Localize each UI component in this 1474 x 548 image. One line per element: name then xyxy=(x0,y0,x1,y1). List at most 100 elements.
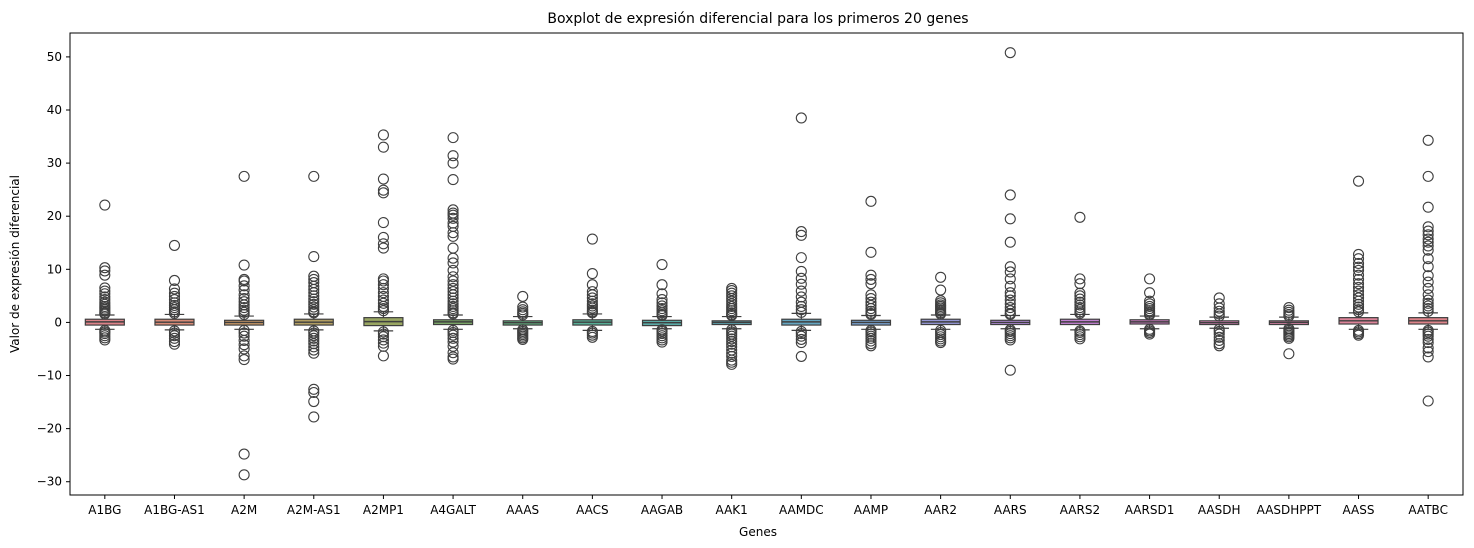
outlier-point xyxy=(795,306,807,318)
outlier-point xyxy=(1422,337,1434,349)
outlier-point xyxy=(1422,276,1434,288)
outlier-point xyxy=(1352,306,1365,318)
outlier-point xyxy=(377,184,389,196)
outlier-point xyxy=(1074,290,1086,302)
outlier-point xyxy=(99,269,111,281)
outlier-point xyxy=(795,229,807,241)
outlier-point xyxy=(1422,225,1434,237)
outlier-point xyxy=(168,297,181,309)
x-tick-label: AARSD1 xyxy=(1125,503,1175,517)
outlier-point xyxy=(99,334,111,346)
outlier-point xyxy=(447,347,459,359)
y-tick-label: 20 xyxy=(47,209,62,223)
outlier-point xyxy=(1283,332,1295,344)
outlier-point xyxy=(865,296,877,308)
outlier-point xyxy=(1144,309,1156,321)
outlier-point xyxy=(308,307,320,319)
outlier-point xyxy=(1352,281,1365,293)
outlier-point xyxy=(656,309,668,322)
outlier-point xyxy=(447,264,459,276)
outlier-point xyxy=(168,290,181,302)
x-tick-label: A1BG xyxy=(88,503,121,517)
outlier-point xyxy=(447,252,459,264)
outlier-point xyxy=(865,195,877,207)
outlier-point xyxy=(238,354,250,366)
outlier-point xyxy=(1213,305,1225,317)
outlier-point xyxy=(1004,308,1016,320)
outlier-point xyxy=(1352,175,1365,187)
outlier-point xyxy=(1422,282,1434,294)
x-tick-label: AACS xyxy=(576,503,609,517)
outlier-point xyxy=(377,282,389,294)
outlier-point xyxy=(377,337,389,349)
x-tick-label: AAMDC xyxy=(779,503,824,517)
y-tick-label: 10 xyxy=(47,262,62,276)
outlier-point xyxy=(865,340,877,352)
outlier-point xyxy=(99,262,111,274)
outlier-point xyxy=(1004,334,1016,346)
outlier-point xyxy=(1004,189,1016,201)
outlier-point xyxy=(1004,364,1016,376)
outlier-point xyxy=(865,335,877,347)
outlier-point xyxy=(377,273,389,285)
outlier-point xyxy=(795,112,807,124)
outlier-point xyxy=(168,239,181,251)
outlier-point xyxy=(447,227,459,239)
outlier-point xyxy=(377,231,389,243)
outlier-point xyxy=(1422,233,1434,245)
outlier-point xyxy=(1352,273,1365,285)
outlier-point xyxy=(935,337,947,349)
outlier-point xyxy=(1004,287,1016,299)
outlier-point xyxy=(377,328,389,340)
outlier-point xyxy=(1422,261,1434,273)
outlier-point xyxy=(726,290,738,302)
outlier-point xyxy=(1422,244,1434,256)
outlier-point xyxy=(1422,134,1434,146)
outlier-point xyxy=(726,285,738,297)
outlier-point xyxy=(308,411,320,423)
outlier-point xyxy=(238,448,250,460)
outlier-point xyxy=(377,173,389,185)
y-tick-label: 40 xyxy=(47,103,62,117)
outlier-point xyxy=(168,274,181,287)
outlier-point xyxy=(99,265,111,277)
outlier-point xyxy=(377,275,389,287)
outlier-point xyxy=(168,332,181,344)
outlier-point xyxy=(238,469,250,481)
outlier-point xyxy=(586,268,598,280)
outlier-point xyxy=(168,338,181,350)
outlier-point xyxy=(1283,310,1295,322)
outlier-point xyxy=(1004,301,1016,314)
outlier-point xyxy=(1352,253,1365,265)
outlier-point xyxy=(238,301,250,314)
x-tick-label: A2M-AS1 xyxy=(287,503,341,517)
outlier-point xyxy=(1352,292,1365,304)
outlier-point xyxy=(377,334,389,346)
outlier-point xyxy=(795,300,807,313)
outlier-point xyxy=(726,358,738,370)
outlier-point xyxy=(1213,334,1225,347)
y-tick-label: 50 xyxy=(47,50,62,64)
y-axis-label: Valor de expresión diferencial xyxy=(8,175,22,353)
outlier-point xyxy=(517,290,529,302)
outlier-point xyxy=(865,332,877,344)
outlier-point xyxy=(447,242,459,254)
outlier-point xyxy=(586,295,598,307)
outlier-point xyxy=(1144,273,1156,285)
outlier-point xyxy=(795,252,807,264)
outlier-point xyxy=(377,217,389,229)
outlier-point xyxy=(99,308,111,320)
outlier-point xyxy=(795,278,807,290)
outlier-point xyxy=(1422,236,1434,248)
outlier-point xyxy=(1422,289,1434,301)
outlier-point xyxy=(865,269,877,281)
outlier-point xyxy=(377,297,389,309)
outlier-point xyxy=(447,289,459,301)
outlier-point xyxy=(586,307,598,319)
outlier-point xyxy=(726,287,738,299)
outlier-point xyxy=(308,290,320,302)
outlier-point xyxy=(377,238,389,250)
outlier-point xyxy=(1283,301,1295,314)
outlier-point xyxy=(865,299,877,311)
outlier-point xyxy=(1422,253,1434,265)
